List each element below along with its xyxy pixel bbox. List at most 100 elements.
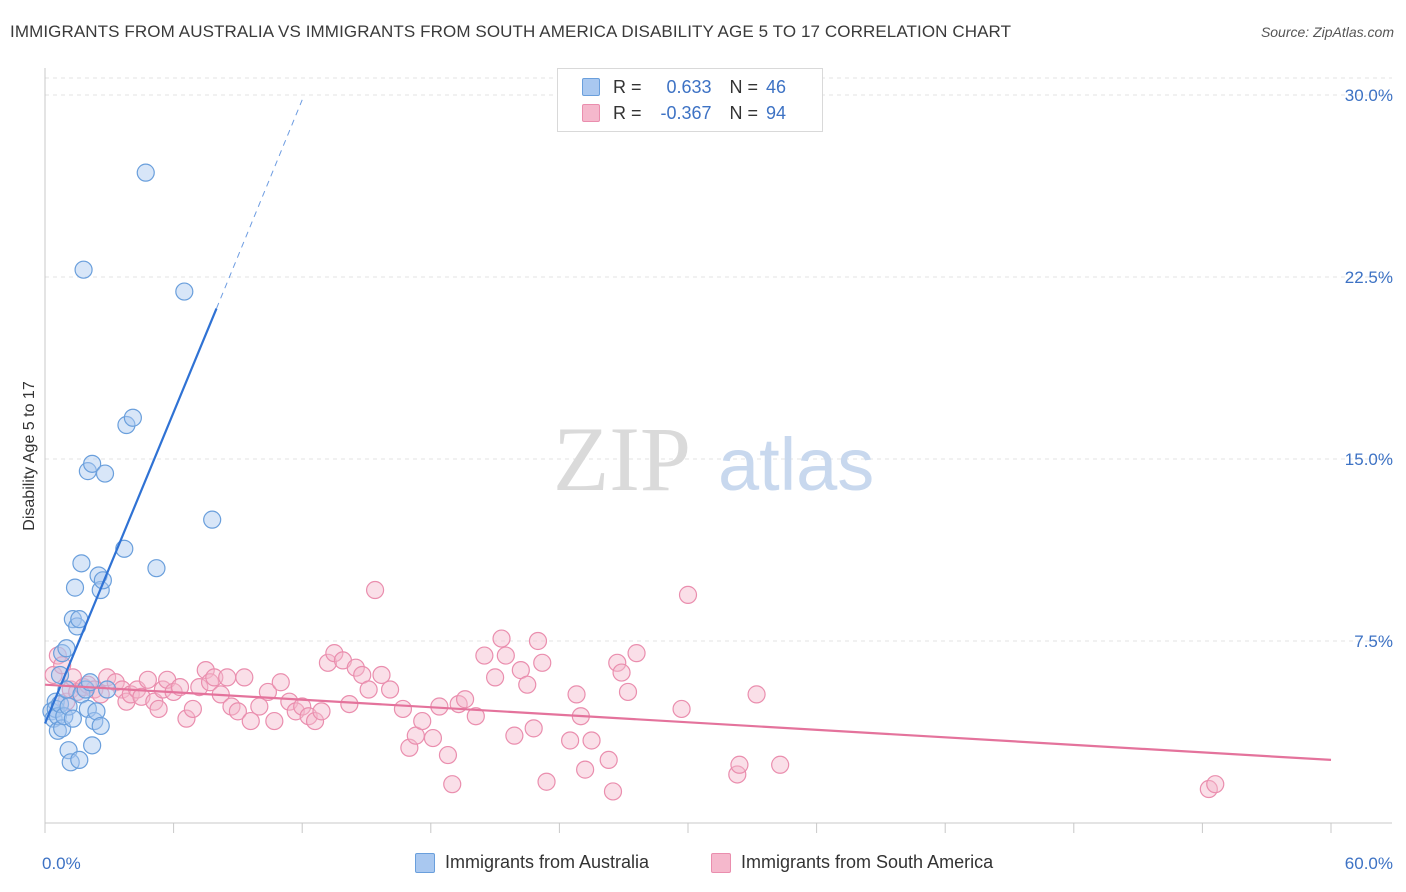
australia-n-label: N = bbox=[729, 76, 759, 97]
bottom-australia-label: Immigrants from Australia bbox=[445, 852, 650, 872]
south-america-points bbox=[44, 580, 1225, 801]
australia-point bbox=[91, 716, 110, 736]
australia-r-label: R = bbox=[613, 76, 642, 97]
south-america-point bbox=[340, 694, 359, 714]
x-tick-label-max: 60.0% bbox=[1345, 854, 1393, 873]
south-america-point bbox=[528, 631, 548, 651]
south-america-swatch bbox=[582, 104, 600, 122]
australia-point bbox=[175, 282, 194, 301]
y-tick-label: 7.5% bbox=[1354, 632, 1393, 651]
australia-point bbox=[117, 415, 136, 435]
australia-trend-line bbox=[43, 308, 218, 724]
y-axis-label: Disability Age 5 to 17 bbox=[21, 381, 38, 531]
south-america-point bbox=[305, 711, 325, 731]
south-america-n-label: N = bbox=[729, 102, 759, 123]
y-tick-labels: 7.5% 15.0% 22.5% 30.0% bbox=[1345, 86, 1393, 651]
south-america-point bbox=[372, 665, 391, 685]
south-america-point bbox=[567, 685, 586, 704]
south-america-point bbox=[235, 668, 254, 687]
south-america-point bbox=[423, 728, 443, 748]
gridlines bbox=[45, 77, 1392, 642]
source-label: Source: ZipAtlas.com bbox=[1260, 24, 1394, 40]
south-america-point bbox=[393, 699, 413, 719]
south-america-point bbox=[678, 585, 698, 604]
south-america-point bbox=[492, 629, 511, 648]
bottom-australia-swatch bbox=[415, 852, 435, 873]
south-america-point bbox=[771, 755, 790, 774]
south-america-point bbox=[466, 707, 485, 726]
south-america-point bbox=[346, 658, 365, 677]
y-tick-label: 22.5% bbox=[1345, 268, 1393, 287]
australia-point bbox=[95, 464, 115, 483]
south-america-point bbox=[730, 755, 749, 774]
australia-point bbox=[57, 639, 76, 658]
south-america-trend-line bbox=[44, 683, 1332, 762]
south-america-point bbox=[747, 685, 766, 704]
bottom-south-america-label: Immigrants from South America bbox=[741, 852, 994, 872]
australia-point bbox=[83, 454, 102, 473]
australia-point bbox=[59, 697, 78, 716]
south-america-point bbox=[177, 709, 196, 728]
south-america-n-value: 94 bbox=[766, 102, 787, 123]
south-america-point bbox=[380, 680, 400, 699]
south-america-point bbox=[496, 646, 515, 665]
south-america-point bbox=[618, 682, 638, 702]
south-america-point bbox=[537, 772, 556, 791]
south-america-point bbox=[183, 699, 202, 719]
south-america-point bbox=[518, 675, 537, 694]
x-tick-label-min: 0.0% bbox=[42, 854, 81, 873]
south-america-r-value: -0.367 bbox=[660, 102, 712, 123]
axes bbox=[44, 68, 1392, 833]
watermark: ZIP atlas bbox=[553, 408, 874, 510]
south-america-point bbox=[1206, 775, 1225, 794]
south-america-point bbox=[241, 711, 260, 731]
south-america-point bbox=[271, 673, 290, 692]
australia-points bbox=[42, 163, 222, 772]
south-america-r-label: R = bbox=[613, 102, 642, 123]
australia-point bbox=[147, 559, 166, 578]
y-tick-label: 30.0% bbox=[1345, 86, 1393, 105]
south-america-point bbox=[443, 775, 462, 794]
legend-row-south-america: R = -0.367 N = 94 bbox=[582, 101, 786, 125]
south-america-point bbox=[218, 668, 237, 687]
south-america-point bbox=[438, 745, 458, 765]
legend-row-australia: R = 0.633 N = 46 bbox=[582, 75, 786, 99]
watermark-zip: ZIP bbox=[553, 408, 691, 510]
south-america-point bbox=[258, 682, 278, 702]
australia-point bbox=[63, 709, 82, 728]
south-america-point bbox=[576, 760, 595, 779]
bottom-legend-australia: Immigrants from Australia bbox=[415, 852, 649, 873]
south-america-point bbox=[672, 699, 691, 719]
australia-swatch bbox=[582, 78, 600, 96]
south-america-point bbox=[359, 680, 378, 699]
australia-trend-extension bbox=[216, 99, 303, 309]
australia-n-value: 46 bbox=[766, 76, 787, 97]
south-america-point bbox=[312, 702, 331, 721]
south-america-point bbox=[138, 670, 157, 689]
south-america-point bbox=[265, 711, 284, 731]
australia-point bbox=[72, 554, 91, 573]
south-america-point bbox=[318, 653, 338, 672]
south-america-point bbox=[533, 653, 552, 672]
y-tick-label: 15.0% bbox=[1345, 450, 1393, 469]
south-america-point bbox=[293, 697, 312, 716]
south-america-point bbox=[190, 678, 209, 697]
australia-point bbox=[74, 260, 93, 279]
australia-point bbox=[70, 750, 89, 770]
south-america-point bbox=[475, 646, 494, 665]
australia-point bbox=[123, 408, 142, 427]
south-america-point bbox=[149, 699, 168, 719]
watermark-atlas: atlas bbox=[718, 423, 874, 506]
south-america-point bbox=[413, 711, 432, 731]
south-america-point bbox=[524, 719, 543, 738]
south-america-point bbox=[612, 663, 631, 682]
south-america-point bbox=[228, 702, 247, 721]
south-america-point bbox=[627, 644, 646, 663]
trend-lines bbox=[43, 99, 1332, 762]
bottom-legend-south-america: Immigrants from South America bbox=[711, 852, 993, 873]
south-america-point bbox=[599, 750, 618, 770]
south-america-point bbox=[365, 580, 385, 600]
chart-title: IMMIGRANTS FROM AUSTRALIA VS IMMIGRANTS … bbox=[10, 22, 1012, 41]
south-america-point bbox=[455, 690, 475, 709]
